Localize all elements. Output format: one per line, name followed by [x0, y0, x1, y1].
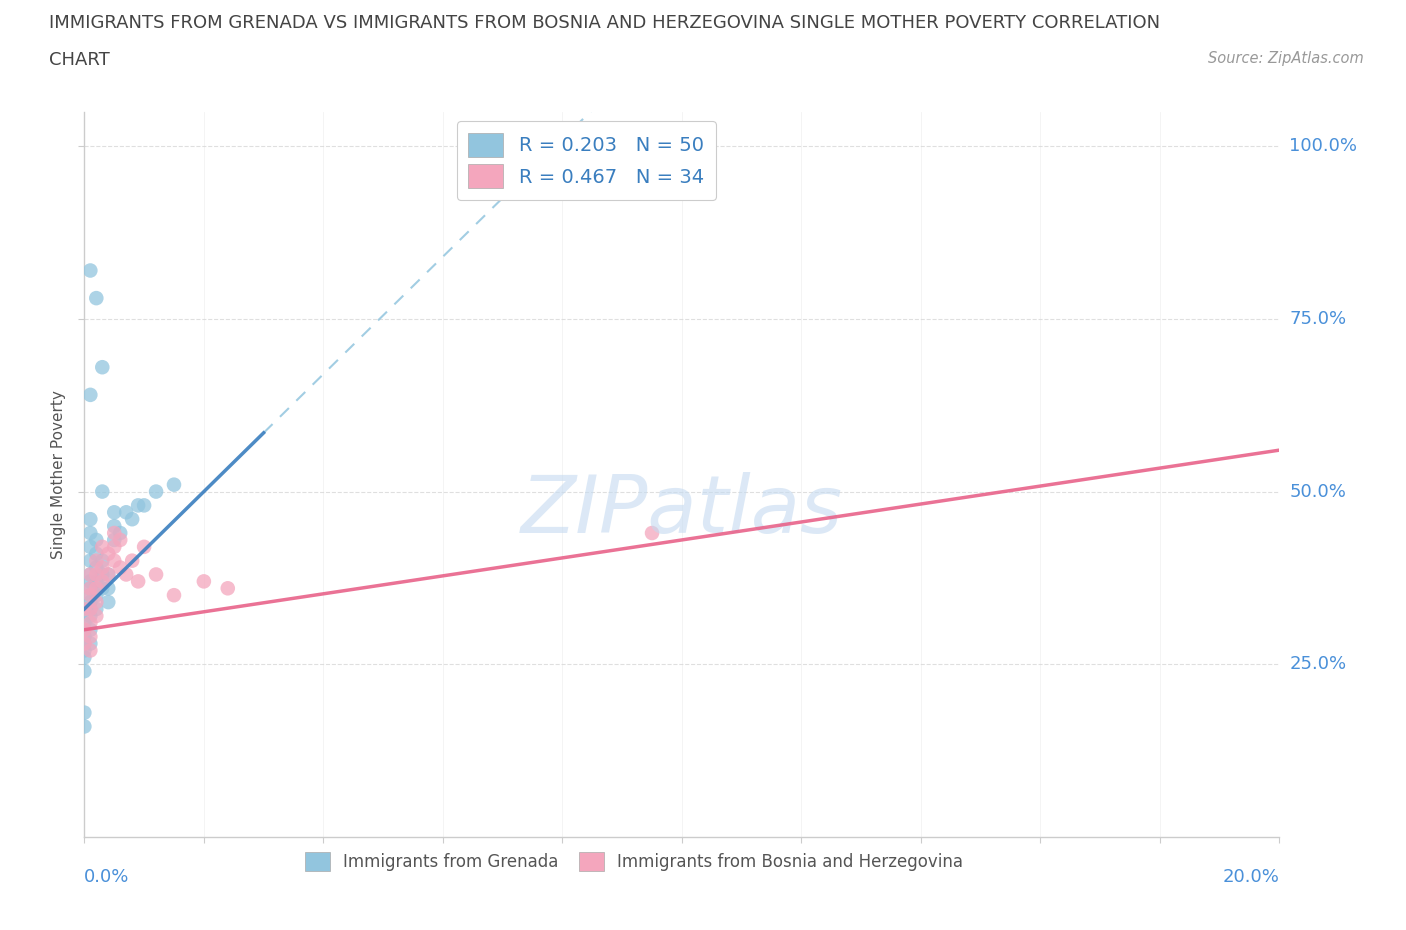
Point	[103, 539, 125, 554]
Point	[91, 560, 114, 575]
Point	[86, 581, 108, 596]
Point	[86, 291, 108, 306]
Point	[97, 567, 120, 582]
Point	[115, 505, 138, 520]
Point	[79, 636, 101, 651]
Text: 25.0%: 25.0%	[1289, 656, 1347, 673]
Point	[79, 616, 101, 631]
Point	[115, 567, 138, 582]
Text: IMMIGRANTS FROM GRENADA VS IMMIGRANTS FROM BOSNIA AND HERZEGOVINA SINGLE MOTHER : IMMIGRANTS FROM GRENADA VS IMMIGRANTS FR…	[49, 14, 1160, 32]
Text: 50.0%: 50.0%	[1289, 483, 1346, 500]
Point	[79, 553, 101, 568]
Text: ZIPatlas: ZIPatlas	[520, 472, 844, 550]
Point	[145, 567, 167, 582]
Point	[73, 705, 96, 720]
Point	[110, 560, 132, 575]
Point	[217, 581, 239, 596]
Point	[73, 630, 96, 644]
Point	[110, 533, 132, 548]
Point	[86, 594, 108, 609]
Point	[86, 546, 108, 561]
Text: Source: ZipAtlas.com: Source: ZipAtlas.com	[1208, 51, 1364, 66]
Point	[103, 533, 125, 548]
Text: 75.0%: 75.0%	[1289, 310, 1347, 328]
Point	[73, 622, 96, 637]
Point	[91, 567, 114, 582]
Text: 100.0%: 100.0%	[1289, 137, 1357, 155]
Point	[79, 388, 101, 403]
Point	[97, 567, 120, 582]
Point	[121, 512, 143, 526]
Point	[73, 602, 96, 617]
Point	[127, 574, 149, 589]
Point	[73, 650, 96, 665]
Point	[79, 588, 101, 603]
Point	[91, 485, 114, 499]
Point	[73, 664, 96, 679]
Point	[79, 602, 101, 617]
Point	[103, 505, 125, 520]
Point	[73, 616, 96, 631]
Text: 0.0%: 0.0%	[84, 868, 129, 885]
Point	[79, 567, 101, 582]
Point	[86, 588, 108, 603]
Point	[103, 553, 125, 568]
Point	[193, 574, 215, 589]
Legend: Immigrants from Grenada, Immigrants from Bosnia and Herzegovina: Immigrants from Grenada, Immigrants from…	[297, 844, 972, 880]
Point	[97, 594, 120, 609]
Point	[97, 546, 120, 561]
Point	[163, 477, 186, 492]
Point	[79, 630, 101, 644]
Point	[86, 560, 108, 575]
Point	[91, 539, 114, 554]
Point	[73, 636, 96, 651]
Point	[79, 594, 101, 609]
Point	[79, 512, 101, 526]
Point	[91, 581, 114, 596]
Point	[86, 602, 108, 617]
Text: 20.0%: 20.0%	[1223, 868, 1279, 885]
Point	[79, 263, 101, 278]
Point	[127, 498, 149, 512]
Point	[73, 719, 96, 734]
Point	[97, 581, 120, 596]
Point	[103, 525, 125, 540]
Point	[79, 574, 101, 589]
Point	[79, 602, 101, 617]
Point	[132, 498, 156, 512]
Point	[103, 519, 125, 534]
Point	[91, 553, 114, 568]
Point	[73, 602, 96, 617]
Point	[79, 588, 101, 603]
Point	[110, 525, 132, 540]
Point	[86, 574, 108, 589]
Point	[79, 622, 101, 637]
Point	[73, 622, 96, 637]
Point	[79, 643, 101, 658]
Point	[86, 533, 108, 548]
Point	[91, 360, 114, 375]
Point	[145, 485, 167, 499]
Point	[86, 567, 108, 582]
Point	[79, 539, 101, 554]
Point	[641, 525, 664, 540]
Point	[79, 581, 101, 596]
Point	[163, 588, 186, 603]
Point	[132, 539, 156, 554]
Point	[79, 525, 101, 540]
Point	[91, 574, 114, 589]
Point	[79, 581, 101, 596]
Text: CHART: CHART	[49, 51, 110, 69]
Point	[73, 636, 96, 651]
Point	[79, 567, 101, 582]
Y-axis label: Single Mother Poverty: Single Mother Poverty	[51, 390, 66, 559]
Point	[73, 643, 96, 658]
Point	[86, 608, 108, 623]
Point	[86, 553, 108, 568]
Point	[121, 553, 143, 568]
Point	[79, 608, 101, 623]
